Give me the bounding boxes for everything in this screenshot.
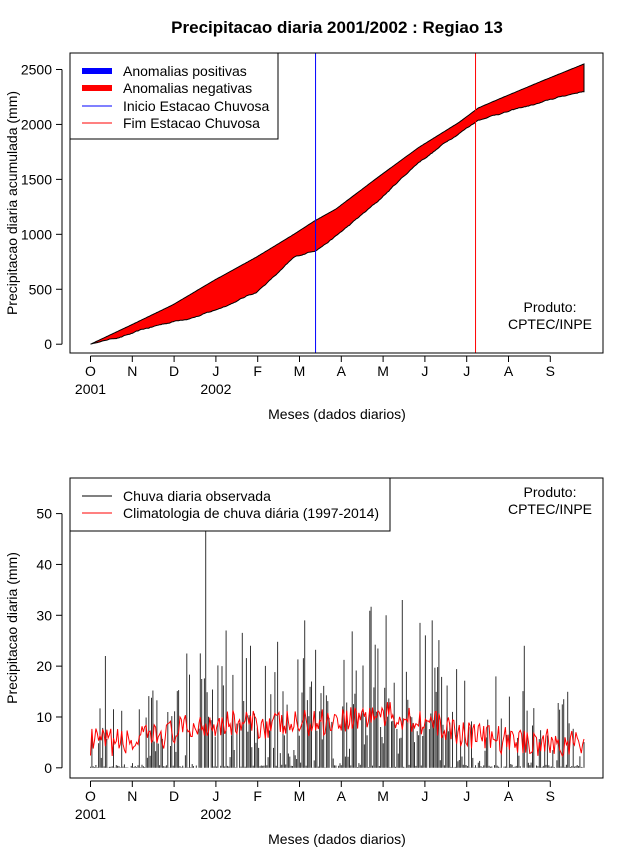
y-tick-label: 1000 (21, 226, 52, 242)
plot-frame (69, 52, 604, 354)
y-tick-label: 50 (36, 506, 52, 522)
x-tick-label: J (212, 363, 219, 379)
product-label: Produto: (524, 299, 577, 315)
climatology-line (90, 702, 585, 758)
y-tick-label: 0 (44, 336, 52, 352)
year-label: 2002 (200, 806, 231, 822)
daily-precipitation-chart: 0 10 20 30 40 50 O N D J F M A M J J A S 2001 2002 Precipi… (4, 477, 604, 847)
legend-label: Chuva diaria observada (123, 488, 271, 504)
y-tick-label: 2000 (21, 116, 52, 132)
x-tick-label: A (337, 788, 347, 804)
y-tick-label: 40 (36, 556, 52, 572)
y-tick-label: 2500 (21, 61, 52, 77)
y-axis-label: Precipitacao diaria (mm) (4, 552, 20, 704)
x-tick-label: O (85, 363, 96, 379)
x-tick-label: D (169, 363, 179, 379)
legend-label: Inicio Estacao Chuvosa (123, 98, 270, 114)
x-tick-label: J (421, 363, 428, 379)
y-axis-label: Precipitacao diaria acumulada (mm) (4, 91, 20, 315)
cumulative-precipitation-chart: 0 500 1000 1500 2000 2500 O N D J F M A M J J A S 2001 200… (4, 52, 604, 422)
x-axis-label: Meses (dados diarios) (268, 406, 406, 422)
year-label: 2001 (75, 381, 106, 397)
x-tick-label: N (127, 363, 137, 379)
x-tick-label: S (546, 788, 555, 804)
legend: Chuva diaria observada Climatologia de c… (69, 477, 391, 532)
x-tick-label: N (127, 788, 137, 804)
x-axis-label: Meses (dados diarios) (268, 831, 406, 847)
x-tick-label: M (294, 788, 306, 804)
x-tick-label: F (253, 363, 262, 379)
product-label: CPTEC/INPE (508, 501, 592, 517)
legend: Anomalias positivas Anomalias negativas … (69, 52, 279, 140)
legend-label: Climatologia de chuva diária (1997-2014) (123, 505, 379, 521)
y-tick-label: 10 (36, 709, 52, 725)
x-tick-label: J (212, 788, 219, 804)
x-tick-label: M (377, 363, 389, 379)
legend-label: Anomalias positivas (123, 63, 247, 79)
season-lines (315, 53, 477, 353)
x-tick-label: F (253, 788, 262, 804)
product-label: CPTEC/INPE (508, 316, 592, 332)
x-axis: O N D J F M A M J J A S 2001 2002 (75, 355, 555, 397)
y-tick-label: 0 (44, 760, 52, 776)
legend-label: Fim Estacao Chuvosa (123, 115, 260, 131)
x-tick-label: J (463, 788, 470, 804)
y-tick-label: 1500 (21, 171, 52, 187)
legend-label: Anomalias negativas (123, 80, 252, 96)
x-tick-label: J (421, 788, 428, 804)
product-label: Produto: (524, 484, 577, 500)
y-axis: 0 10 20 30 40 50 (36, 506, 63, 776)
y-tick-label: 500 (29, 281, 53, 297)
y-tick-label: 30 (36, 607, 52, 623)
y-axis: 0 500 1000 1500 2000 2500 (21, 61, 63, 352)
y-tick-label: 20 (36, 658, 52, 674)
anomaly-area (90, 63, 585, 345)
observed-rain-bars (90, 528, 585, 768)
negative-anomaly-area (90, 63, 585, 345)
x-tick-label: A (337, 363, 347, 379)
year-label: 2002 (200, 381, 231, 397)
x-tick-label: D (169, 788, 179, 804)
x-tick-label: J (463, 363, 470, 379)
x-tick-label: O (85, 788, 96, 804)
x-tick-label: M (377, 788, 389, 804)
year-label: 2001 (75, 806, 106, 822)
x-tick-label: S (546, 363, 555, 379)
x-axis: O N D J F M A M J J A S 2001 2002 (75, 780, 555, 822)
x-tick-label: A (504, 363, 514, 379)
chart-title: Precipitacao diaria 2001/2002 : Regiao 1… (171, 18, 503, 37)
x-tick-label: A (504, 788, 514, 804)
x-tick-label: M (294, 363, 306, 379)
